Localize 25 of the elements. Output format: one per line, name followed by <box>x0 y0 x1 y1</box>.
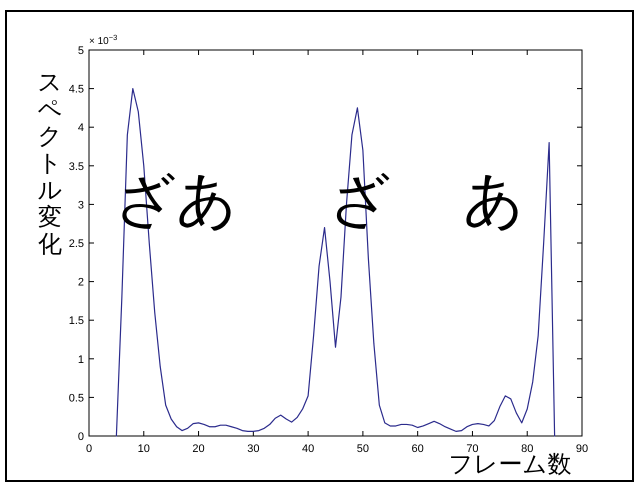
y-tick-label: 4 <box>78 122 84 134</box>
x-tick-label: 90 <box>576 443 588 455</box>
y-tick-label: 3.5 <box>68 160 84 173</box>
y-tick-label: 2.5 <box>68 238 84 250</box>
y-axis-title: スペクトル変化 <box>38 68 62 258</box>
y-tick-label: 2 <box>78 276 84 289</box>
x-tick-label: 10 <box>138 443 150 455</box>
y-tick-label: 4.5 <box>68 84 84 96</box>
line-series <box>116 88 556 437</box>
x-tick-label: 30 <box>247 443 260 455</box>
x-tick-label: 50 <box>356 443 370 455</box>
x-tick-label: 80 <box>521 443 534 455</box>
y-tick-label: 0 <box>78 431 84 443</box>
x-tick-label: 40 <box>302 443 314 455</box>
y-tick-label: 5 <box>78 45 84 57</box>
x-tick-label: 60 <box>412 443 424 455</box>
x-tick-label: 70 <box>466 443 479 455</box>
y-tick-label: 1 <box>78 354 84 366</box>
y-tick-label: 1.5 <box>68 315 84 328</box>
x-tick-label: 0 <box>86 443 92 455</box>
x-tick-label: 20 <box>192 443 205 455</box>
annotation: あ <box>462 165 524 235</box>
y-tick-label: 3 <box>78 199 84 212</box>
text: × 10$^{−3}$ <box>89 32 118 47</box>
y-tick-label: 0.5 <box>68 392 84 404</box>
